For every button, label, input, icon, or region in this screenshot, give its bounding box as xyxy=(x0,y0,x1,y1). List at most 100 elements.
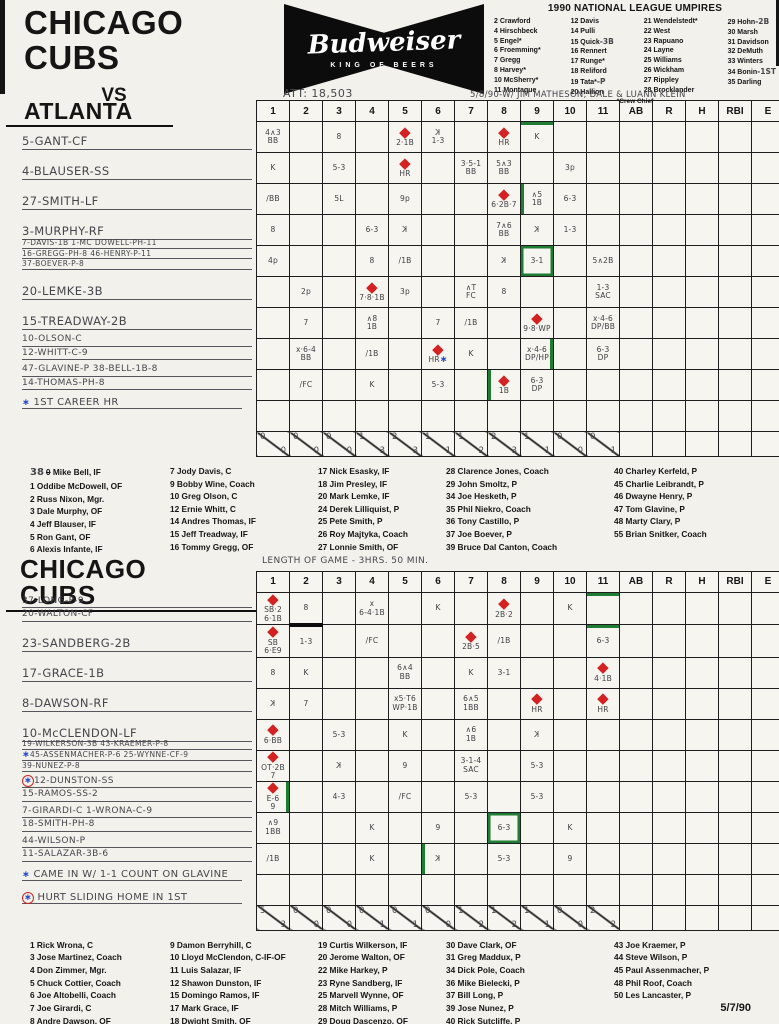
score-mark: SAC xyxy=(463,764,479,774)
lineup-slot: 27-SMITH-LF xyxy=(6,180,256,210)
score-cell xyxy=(751,656,779,689)
run-scored-diamond-icon: ◆ xyxy=(465,626,477,645)
lineup-entry: 14-THOMAS-PH-8 xyxy=(22,377,252,390)
roster-item: 10 Greg Olson, C xyxy=(170,491,238,502)
score-cell xyxy=(718,307,752,339)
score-cell xyxy=(553,624,587,658)
score-cell xyxy=(652,307,686,339)
score-cell: ◆ HR xyxy=(586,687,620,720)
score-cell xyxy=(553,687,587,720)
score-cell xyxy=(751,687,779,720)
run-scored-diamond-icon: ◆ xyxy=(531,689,543,708)
score-cell: /1B xyxy=(454,307,488,339)
score-cell xyxy=(619,276,653,308)
roster-item: 5 Chuck Cottier, Coach xyxy=(30,977,121,988)
backwards-k-strikeout: K xyxy=(336,760,342,770)
score-cell: 4-3 xyxy=(322,780,356,813)
scan-edge-left xyxy=(0,0,5,94)
umpire-item: 30 Marsh xyxy=(727,28,758,36)
run-scored-diamond-icon: ◆ xyxy=(498,184,510,203)
score-cell: 7∧6 BB xyxy=(487,214,521,246)
score-cell xyxy=(322,656,356,689)
score-cell xyxy=(553,873,587,906)
score-mark: 3-1 xyxy=(530,255,544,265)
score-cell xyxy=(751,718,779,751)
score-cell: /1B xyxy=(256,842,290,875)
lineup-slot: 19-WILKERSON-3B 43-KRAEMER-P-8 ∗45-ASSENM… xyxy=(6,739,256,772)
score-cell: 1-3 xyxy=(289,624,323,658)
roster-item: 25 Marvell Wynne, OF xyxy=(318,990,404,1001)
lineup-entry: 15-RAMOS-SS-2 xyxy=(22,788,252,802)
score-cell: K xyxy=(421,842,455,875)
score-mark: HR∗ xyxy=(428,355,448,365)
roster-item: 24 Derek Lilliquist, P xyxy=(318,503,400,514)
score-mark: BB xyxy=(465,167,477,176)
score-mark: 3-1 xyxy=(497,667,511,677)
roster-item: 25 Pete Smith, P xyxy=(318,516,383,527)
score-row: ◆ 6·BB 5-3 K ∧6 1B K xyxy=(256,718,779,751)
score-mark: 7·8·1B xyxy=(359,293,385,302)
score-cell xyxy=(388,873,422,906)
score-mark: x·6-4 xyxy=(295,344,317,354)
score-mark: 9 xyxy=(270,802,276,812)
score-mark: x5·T6 xyxy=(394,694,416,704)
crew-chief-footnote: *Crew Chief xyxy=(616,98,654,106)
score-cell xyxy=(454,873,488,906)
score-row: /FC K 5-3 ◆ 1B 6-3 DP xyxy=(256,369,779,401)
score-mark: 5∧3 xyxy=(496,158,512,168)
roster-item: 5 Ron Gant, OF xyxy=(30,531,91,542)
score-cell xyxy=(388,591,422,626)
score-cell: K xyxy=(322,749,356,782)
score-row: 4p 8/1B K 3-1 5∧2B xyxy=(256,245,779,277)
atlanta-roster: 38 0 Mike Bell, IF 1 Oddibe McDowell, OF 2 … xyxy=(0,457,779,556)
score-mark: K xyxy=(369,379,375,389)
roster-column: 28 Clarence Jones, Coach 29 John Smoltz, … xyxy=(446,465,614,556)
score-mark: /FC xyxy=(299,379,313,389)
score-cell xyxy=(421,656,455,689)
runs-total: 1 xyxy=(491,905,497,916)
inning-total-cell xyxy=(751,431,779,457)
runs-total: 0 xyxy=(392,905,398,916)
score-cell: ◆ HR xyxy=(487,121,521,153)
score-cell xyxy=(718,121,752,153)
score-cell xyxy=(553,780,587,813)
lineup-entry: 7-DAVIS-1B 1-MC DOWELL-PH-11 xyxy=(22,238,252,249)
score-cell xyxy=(718,873,752,906)
score-cell xyxy=(487,400,521,432)
score-mark: 6·2B·7 xyxy=(491,200,517,209)
score-cell xyxy=(718,400,752,432)
score-mark: ◆ xyxy=(258,722,289,737)
score-cell xyxy=(355,400,389,432)
column-header: E xyxy=(751,570,779,593)
score-row: 2p ◆ 7·8·1B 3p ∧T FC 8 1-3 SAC xyxy=(256,276,779,308)
score-cell: x5·T6 WP·1B xyxy=(388,687,422,720)
roster-column: 38 0 Mike Bell, IF 1 Oddibe McDowell, OF 2 … xyxy=(30,465,170,556)
roster-item: 2 Russ Nixon, Mgr. xyxy=(30,493,105,504)
runs-total: 1 xyxy=(524,905,530,916)
score-mark: 9·8·WP xyxy=(523,324,551,333)
runs-total: 1 xyxy=(458,905,464,916)
score-mark: 9 xyxy=(567,853,573,863)
run-scored-diamond-icon: ◆ xyxy=(498,594,510,613)
score-cell xyxy=(652,400,686,432)
score-cell: 8 xyxy=(355,245,389,277)
score-mark: /1B xyxy=(497,635,511,645)
roster-item: 37 Bill Long, P xyxy=(446,990,504,1001)
score-cell xyxy=(652,780,686,813)
score-cell xyxy=(421,873,455,906)
score-cell: K xyxy=(355,369,389,401)
score-cell: K 1-3 xyxy=(421,121,455,153)
column-header: 10 xyxy=(553,570,587,593)
score-cell xyxy=(586,121,620,153)
umpires-panel: 1990 NATIONAL LEAGUE UMPIRES 2 Crawford 4… xyxy=(494,3,776,105)
score-cell xyxy=(685,811,719,844)
score-cell xyxy=(751,811,779,844)
score-mark: 5∧2B xyxy=(592,255,614,265)
score-cell xyxy=(685,214,719,246)
score-mark: K xyxy=(390,225,421,235)
hits-total: 0 xyxy=(346,446,352,456)
score-mark: K xyxy=(402,729,408,739)
